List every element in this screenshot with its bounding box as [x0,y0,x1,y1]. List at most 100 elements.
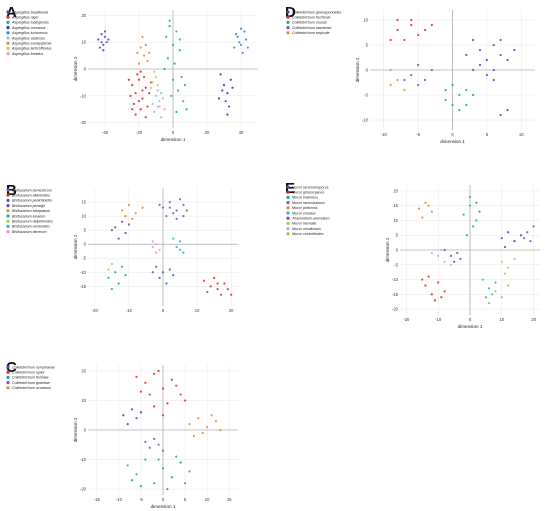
data-point [139,108,142,111]
legend-label: Aspergillus tubingensis [11,21,49,25]
data-point [146,59,149,63]
data-point [178,198,182,201]
data-point [472,225,475,228]
data-point [126,422,129,426]
data-point [178,49,181,52]
data-point [223,282,226,285]
data-point [206,425,209,429]
data-point [500,237,503,240]
data-point [103,35,107,38]
data-point [229,78,232,81]
data-point [499,113,502,117]
data-point [143,54,146,57]
y-tick-label: 10 [363,18,368,23]
data-point [389,68,392,72]
y-axis-title: dimension 2 [385,237,390,262]
data-point [243,30,246,33]
data-point [507,284,510,287]
legend-swatch [286,20,290,24]
data-point [427,275,430,278]
y-tick-label: 15 [393,203,398,208]
data-point [221,89,224,92]
data-point [449,254,453,258]
data-point [110,288,113,291]
data-point [417,33,420,37]
legend-swatch [6,41,10,45]
x-tick-label: -5 [139,497,143,502]
data-point [465,88,468,92]
legend-label: Colletotrichum tropicale [292,31,330,35]
data-point [180,75,183,79]
data-point [143,75,146,79]
data-point [131,217,134,221]
y-axis-title: dimension 2 [73,56,78,81]
legend-swatch [6,31,10,35]
data-point [175,209,178,212]
data-point [175,245,178,249]
data-point [107,276,110,280]
data-point [148,393,151,396]
x-tick-label: 5 [486,132,489,137]
x-axis-title: dimension 1 [151,504,176,509]
data-point [97,38,100,41]
data-point [421,216,424,219]
legend-swatch [286,195,290,199]
data-point [168,24,171,28]
data-point [522,237,526,240]
legend-label: Mucor circinelloides [292,232,324,236]
data-point [506,108,509,112]
data-point [158,105,161,108]
data-point [403,88,406,92]
data-point [410,23,413,27]
data-point [241,51,244,55]
data-point [396,18,399,22]
x-tick-label: 10 [205,497,210,502]
data-point [440,296,443,299]
data-point [175,384,178,387]
legend-label: Colletotrichum siamense [292,26,331,30]
data-point [188,470,191,473]
data-point [107,268,110,271]
data-point [158,248,161,251]
data-point [410,73,413,77]
data-point [491,293,494,296]
panel-label-e: E [285,180,295,197]
data-point [465,234,468,237]
data-point [188,422,191,426]
data-point [529,240,532,243]
data-point [214,420,218,423]
x-tick-label: 20 [205,130,210,135]
panel-label-b: B [6,182,17,199]
data-point [226,92,229,95]
data-point [166,402,169,405]
data-point [114,271,117,274]
data-point [154,75,158,79]
data-point [168,268,171,271]
legend-swatch [286,201,290,205]
data-point [503,245,507,249]
y-tick-label: -10 [362,118,369,123]
data-point [245,38,248,41]
data-point [499,53,502,57]
data-point [134,92,137,95]
x-tick-label: 0 [469,317,472,322]
data-point [478,48,482,52]
data-point [157,369,160,373]
data-point [153,372,156,375]
data-point [149,81,152,84]
data-point [216,288,219,291]
data-point [153,405,156,408]
data-point [475,201,478,204]
legend-swatch [6,204,10,208]
data-point [183,399,187,402]
data-point [141,97,144,100]
data-point [175,110,178,114]
data-point [458,93,461,97]
data-point [135,417,138,420]
data-point [456,251,459,255]
data-point [161,387,165,390]
legend-label: Mucor ramosissimus [292,201,325,205]
data-point [100,41,103,44]
data-point [127,223,131,226]
